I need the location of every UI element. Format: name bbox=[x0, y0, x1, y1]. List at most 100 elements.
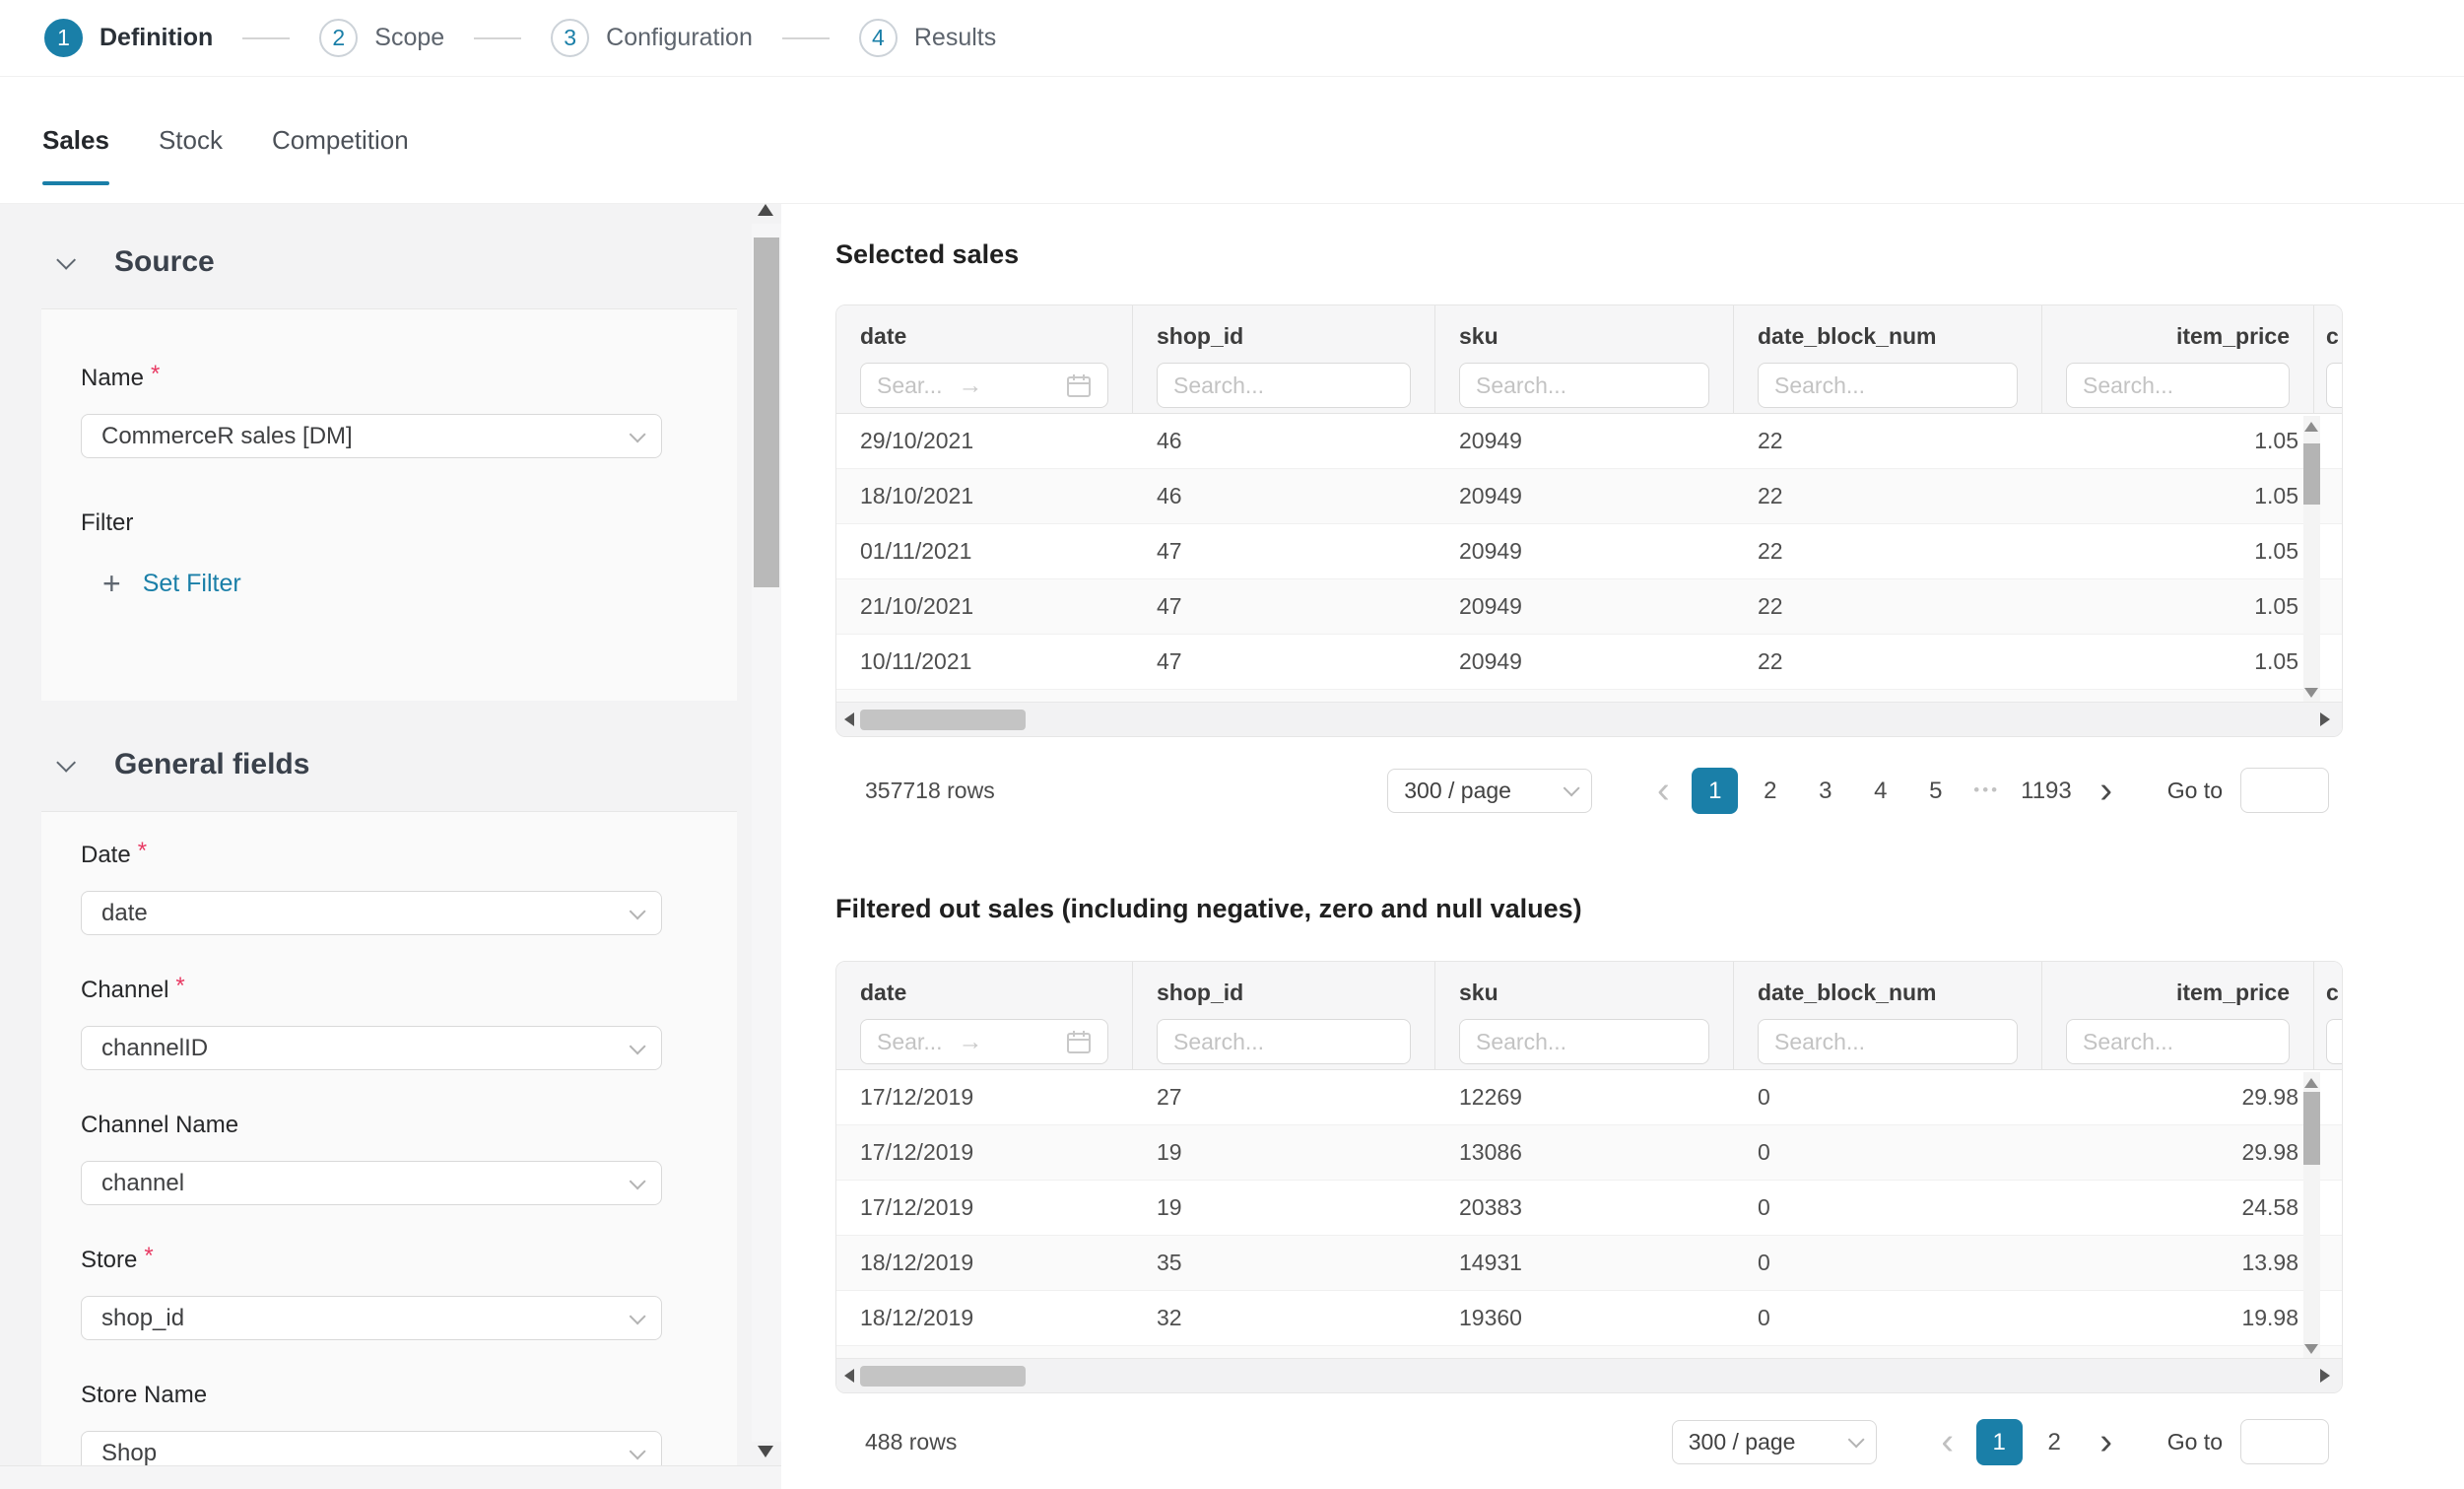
table-vertical-scrollbar[interactable] bbox=[2303, 1072, 2320, 1360]
prev-page-button[interactable]: ‹ bbox=[1928, 1420, 1967, 1463]
next-page-button[interactable]: › bbox=[2087, 1420, 2126, 1463]
chevron-down-icon bbox=[1847, 1431, 1864, 1448]
sidebar-horizontal-scrollbar[interactable] bbox=[0, 1465, 781, 1489]
page-button-3[interactable]: 3 bbox=[1802, 768, 1848, 814]
column-search-input[interactable]: Search... bbox=[1157, 1019, 1411, 1064]
column-search-input[interactable]: Search... bbox=[2066, 363, 2290, 408]
scroll-right-icon[interactable] bbox=[2320, 712, 2330, 726]
cell-shop-id: 46 bbox=[1133, 414, 1435, 468]
field-store-name: Store NameShop bbox=[81, 1382, 737, 1475]
select-store[interactable]: shop_id bbox=[81, 1296, 662, 1340]
column-search-input[interactable]: Search... bbox=[1157, 363, 1411, 408]
page-button-2[interactable]: 2 bbox=[1747, 768, 1793, 814]
cell-date-block-num: 0 bbox=[1734, 1070, 2042, 1124]
column-label: c bbox=[2326, 978, 2343, 1011]
chevron-down-icon bbox=[56, 753, 76, 773]
column-search-input[interactable] bbox=[2326, 363, 2343, 408]
column-search-input[interactable]: Sear...→ bbox=[860, 363, 1108, 408]
step-scope[interactable]: 2Scope bbox=[319, 19, 444, 57]
pager: ‹12345 ••• 1193› bbox=[1643, 768, 2125, 814]
cell-shop-id: 35 bbox=[1133, 1236, 1435, 1290]
page-size-select[interactable]: 300 / page bbox=[1672, 1420, 1877, 1464]
cell-sku: 20949 bbox=[1435, 469, 1734, 523]
tab-competition[interactable]: Competition bbox=[272, 78, 409, 203]
select-channel[interactable]: channelID bbox=[81, 1026, 662, 1070]
scroll-up-icon[interactable] bbox=[2304, 422, 2318, 432]
step-definition[interactable]: 1Definition bbox=[44, 19, 213, 57]
search-placeholder: Search... bbox=[1476, 372, 1566, 399]
cell-sku: 20949 bbox=[1435, 579, 1734, 634]
cell-shop-id: 19 bbox=[1133, 1181, 1435, 1235]
cell-date: 01/11/2021 bbox=[836, 524, 1133, 578]
section-header-source[interactable]: Source bbox=[57, 243, 781, 281]
dataset-tabs: Sales Stock Competition bbox=[0, 78, 2464, 204]
scroll-down-icon[interactable] bbox=[758, 1446, 773, 1457]
pager-ellipsis[interactable]: ••• bbox=[1967, 780, 2006, 800]
main-panel: Selected sales dateSear...→shop_idSearch… bbox=[835, 204, 2464, 1489]
section-header-general-fields[interactable]: General fields bbox=[57, 746, 781, 783]
tab-stock[interactable]: Stock bbox=[159, 78, 223, 203]
scrollbar-thumb[interactable] bbox=[754, 237, 779, 587]
app-root: 1Definition2Scope3Configuration4Results … bbox=[0, 0, 2464, 1489]
column-search-input[interactable]: Search... bbox=[1758, 1019, 2018, 1064]
page-size-value: 300 / page bbox=[1404, 778, 1511, 804]
scroll-right-icon[interactable] bbox=[2320, 1369, 2330, 1383]
field-filter: Filter+Set Filter bbox=[81, 509, 737, 598]
page-button-1[interactable]: 1 bbox=[1976, 1419, 2023, 1465]
field-label-text: Date bbox=[81, 842, 131, 869]
select-date[interactable]: date bbox=[81, 891, 662, 935]
scroll-down-icon[interactable] bbox=[2304, 688, 2318, 698]
scrollbar-thumb[interactable] bbox=[2303, 1092, 2320, 1165]
column-search-input[interactable]: Search... bbox=[1459, 363, 1709, 408]
sidebar-scrollbar[interactable] bbox=[752, 224, 781, 1442]
scrollbar-thumb[interactable] bbox=[860, 1366, 1026, 1387]
column-search-input[interactable]: Search... bbox=[1758, 363, 2018, 408]
calendar-icon bbox=[1066, 372, 1092, 398]
search-placeholder: Search... bbox=[1476, 1029, 1566, 1055]
scroll-up-icon[interactable] bbox=[758, 204, 773, 216]
column-search-input[interactable]: Sear...→ bbox=[860, 1019, 1108, 1064]
table-body: 29/10/20214620949221.0518/10/20214620949… bbox=[836, 414, 2342, 704]
search-placeholder: Search... bbox=[2083, 372, 2173, 399]
scroll-left-icon[interactable] bbox=[844, 712, 854, 726]
column-search-input[interactable]: Search... bbox=[2066, 1019, 2290, 1064]
row-count: 488 rows bbox=[865, 1429, 957, 1455]
column-label: sku bbox=[1459, 978, 1709, 1011]
goto-page-input[interactable] bbox=[2240, 768, 2329, 813]
next-page-button[interactable]: › bbox=[2087, 769, 2126, 812]
table-row: 18/10/20214620949221.05 bbox=[836, 469, 2342, 524]
prev-page-button[interactable]: ‹ bbox=[1643, 769, 1683, 812]
page-button-4[interactable]: 4 bbox=[1857, 768, 1903, 814]
scroll-down-icon[interactable] bbox=[2304, 1344, 2318, 1354]
table-vertical-scrollbar[interactable] bbox=[2303, 416, 2320, 704]
step-results[interactable]: 4Results bbox=[859, 19, 996, 57]
scrollbar-thumb[interactable] bbox=[860, 710, 1026, 730]
cell-date: 10/11/2021 bbox=[836, 635, 1133, 689]
field-label: Store* bbox=[81, 1247, 737, 1276]
table-horizontal-scrollbar[interactable] bbox=[836, 1358, 2342, 1392]
step-configuration[interactable]: 3Configuration bbox=[551, 19, 753, 57]
field-store: Store* shop_id bbox=[81, 1247, 737, 1340]
goto-page-input[interactable] bbox=[2240, 1419, 2329, 1464]
pagination-controls: 300 / page‹12›Go to bbox=[1672, 1419, 2329, 1465]
tab-sales[interactable]: Sales bbox=[42, 78, 109, 203]
column-search-input[interactable]: Search... bbox=[1459, 1019, 1709, 1064]
page-size-select[interactable]: 300 / page bbox=[1387, 769, 1592, 813]
table-horizontal-scrollbar[interactable] bbox=[836, 702, 2342, 736]
page-button-1[interactable]: 1 bbox=[1692, 768, 1738, 814]
page-button-5[interactable]: 5 bbox=[1912, 768, 1959, 814]
scroll-left-icon[interactable] bbox=[844, 1369, 854, 1383]
set-filter-button[interactable]: +Set Filter bbox=[102, 569, 737, 598]
search-placeholder: Sear... bbox=[877, 1029, 942, 1055]
page-button-1193[interactable]: 1193 bbox=[2015, 768, 2078, 814]
scroll-up-icon[interactable] bbox=[2304, 1078, 2318, 1088]
cell-date: 21/10/2021 bbox=[836, 579, 1133, 634]
chevron-down-icon bbox=[630, 903, 646, 919]
cell-sku: 20949 bbox=[1435, 414, 1734, 468]
column-search-input[interactable] bbox=[2326, 1019, 2343, 1064]
scrollbar-thumb[interactable] bbox=[2303, 443, 2320, 505]
page-button-2[interactable]: 2 bbox=[2031, 1419, 2078, 1465]
select-channel-name[interactable]: channel bbox=[81, 1161, 662, 1205]
cell-date-block-num: 22 bbox=[1734, 414, 2042, 468]
select-name[interactable]: CommerceR sales [DM] bbox=[81, 414, 662, 458]
